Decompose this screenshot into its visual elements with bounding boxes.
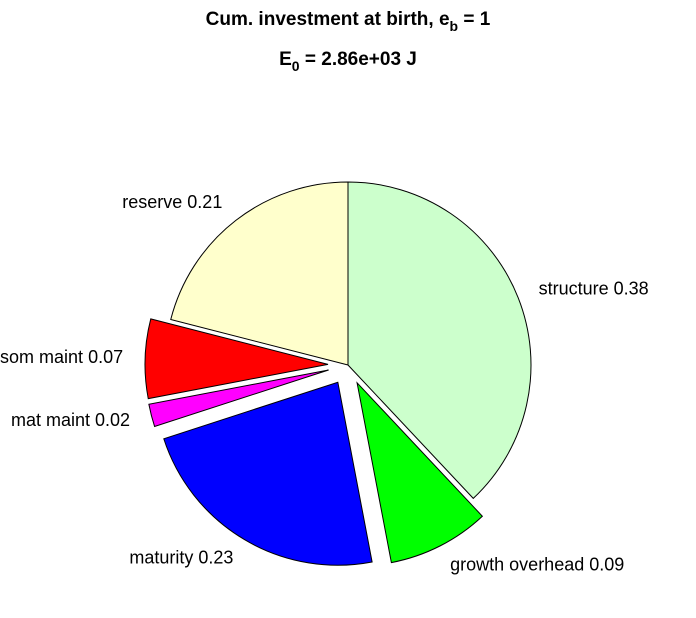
slice-label: som maint 0.07 [0, 347, 123, 367]
slice-value: 0.23 [198, 547, 233, 567]
chart-subtitle: E0 = 2.86e+03 J [279, 49, 417, 74]
title-text: Cum. investment at birth, e [206, 9, 450, 30]
title-text: = 1 [458, 9, 491, 30]
slice-name: maturity [129, 547, 193, 567]
title-subscript: b [450, 18, 459, 34]
subtitle-text: = 2.86e+03 J [300, 49, 417, 70]
slice-value: 0.21 [187, 192, 222, 212]
slice-name: mat maint [11, 410, 90, 430]
slice-label: mat maint 0.02 [11, 410, 130, 430]
pie-slice [148, 369, 329, 428]
pie-slice [170, 181, 349, 366]
slice-value: 0.07 [88, 347, 123, 367]
pie-slice [144, 318, 329, 400]
slice-name: growth overhead [450, 554, 584, 574]
slice-name: structure [539, 278, 609, 298]
slice-value: 0.09 [589, 554, 624, 574]
slice-name: som maint [0, 347, 83, 367]
slice-label: structure 0.38 [539, 278, 649, 298]
slice-label: growth overhead 0.09 [450, 554, 624, 574]
pie-slice [163, 381, 373, 566]
slice-label: reserve 0.21 [122, 192, 222, 212]
slice-label: maturity 0.23 [129, 547, 233, 567]
slice-name: reserve [122, 192, 182, 212]
subtitle-text: E [279, 49, 292, 70]
slice-value: 0.02 [95, 410, 130, 430]
slice-value: 0.38 [614, 278, 649, 298]
pie-slice [356, 381, 484, 564]
subtitle-subscript: 0 [292, 58, 300, 74]
pie-slice [347, 181, 532, 500]
chart-title: Cum. investment at birth, eb = 1 [206, 9, 491, 34]
